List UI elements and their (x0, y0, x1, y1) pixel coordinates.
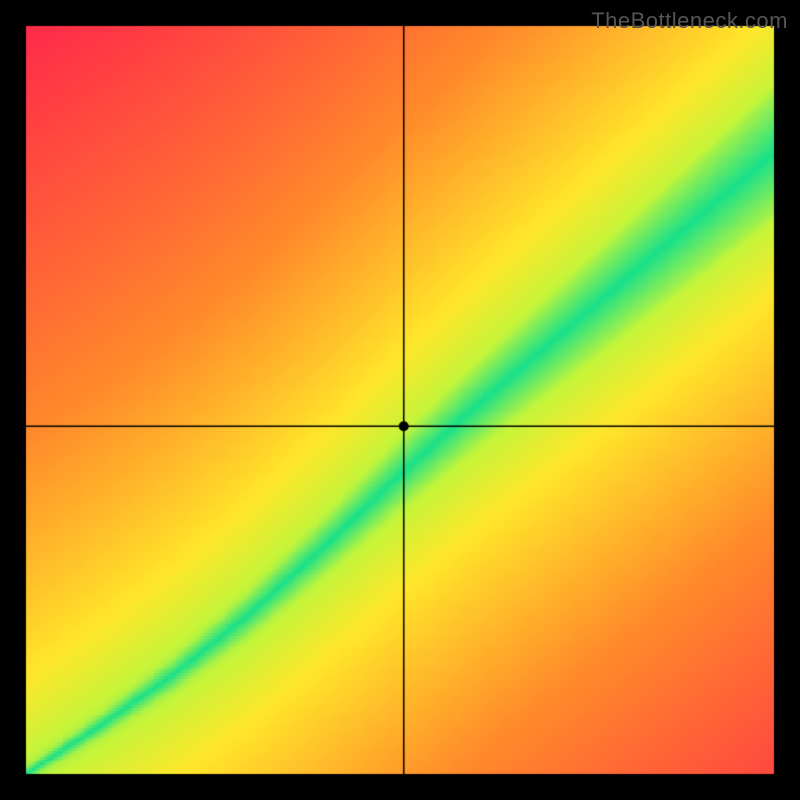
watermark-text: TheBottleneck.com (591, 8, 788, 34)
heatmap-canvas (0, 0, 800, 800)
bottleneck-heatmap-chart: TheBottleneck.com (0, 0, 800, 800)
